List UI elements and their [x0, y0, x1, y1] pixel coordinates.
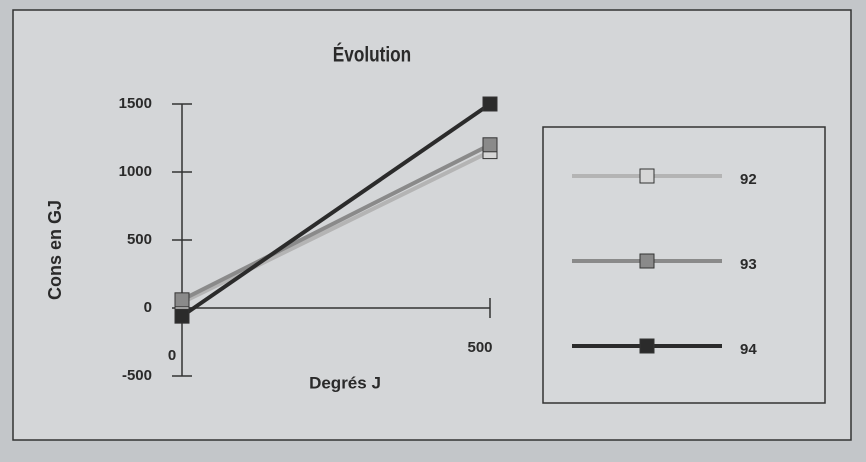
y-tick-label: -500: [122, 367, 152, 384]
y-tick-label: 500: [127, 231, 152, 248]
series-line: [180, 102, 492, 318]
legend-marker: [639, 253, 655, 269]
y-axis-label: Cons en GJ: [45, 200, 65, 300]
marker: [174, 308, 190, 324]
legend-box: [542, 126, 826, 404]
legend-label: 93: [740, 256, 757, 273]
y-tick-label: 0: [144, 299, 152, 316]
series-line: [181, 149, 491, 305]
marker: [482, 96, 498, 112]
x-axis-label: Degrés J: [309, 373, 381, 392]
y-tick-label: 1000: [119, 163, 152, 180]
legend-marker: [639, 338, 655, 354]
x-tick-label: 0: [168, 347, 176, 364]
x-tick-label: 500: [467, 339, 492, 356]
legend-marker: [639, 168, 655, 184]
legend-label: 94: [740, 341, 757, 358]
legend-label: 92: [740, 171, 757, 188]
series-line: [181, 143, 491, 302]
chart-title: Évolution: [333, 43, 411, 67]
y-tick-label: 1500: [119, 95, 152, 112]
marker: [174, 292, 190, 308]
marker: [482, 137, 498, 153]
